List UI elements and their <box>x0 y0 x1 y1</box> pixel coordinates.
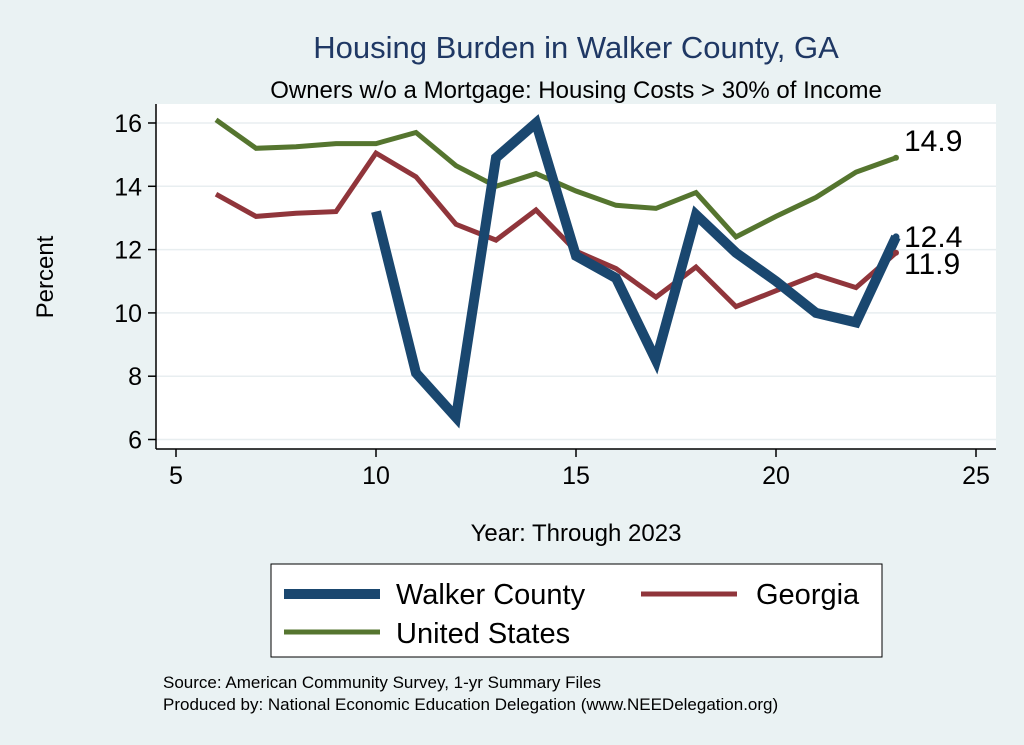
end-label-united-states: 14.9 <box>904 125 962 158</box>
y-axis-title: Percent <box>32 235 59 318</box>
series-lines <box>214 114 901 429</box>
end-label-walker-county: 12.4 <box>904 221 962 254</box>
x-tick-label-5: 5 <box>169 462 183 490</box>
y-tick-label-16: 16 <box>114 110 142 138</box>
chart-title: Housing Burden in Walker County, GA <box>313 30 839 65</box>
end-labels: 12.411.9 14.9 <box>904 125 962 281</box>
x-tick-label-20: 20 <box>762 462 790 490</box>
legend: Walker County Georgia United States <box>270 563 883 658</box>
x-tick-label-15: 15 <box>562 462 590 490</box>
legend-label-georgia: Georgia <box>756 579 860 611</box>
source-note: Source: American Community Survey, 1-yr … <box>163 673 601 692</box>
axes: 6 8 10 12 14 16 5 10 15 20 25 <box>114 104 996 490</box>
end-point-walker-county <box>892 233 900 241</box>
series-line-walker-county <box>371 114 901 429</box>
legend-label-walker-county: Walker County <box>396 579 586 611</box>
y-tick-label-6: 6 <box>128 427 142 455</box>
plot-area <box>156 104 996 449</box>
legend-box <box>270 563 883 658</box>
x-axis-title: Year: Through 2023 <box>471 520 682 547</box>
end-point-georgia <box>893 249 899 256</box>
y-tick-label-14: 14 <box>114 173 142 201</box>
y-tick-label-10: 10 <box>114 300 142 328</box>
end-label-georgia: 11.9 <box>904 248 960 281</box>
x-tick-label-10: 10 <box>362 462 390 490</box>
chart-subtitle: Owners w/o a Mortgage: Housing Costs > 3… <box>270 77 882 104</box>
legend-label-united-states: United States <box>396 618 570 650</box>
x-tick-label-25: 25 <box>962 462 990 490</box>
y-tick-label-8: 8 <box>128 363 142 391</box>
end-point-united-states <box>893 154 899 161</box>
y-tick-label-12: 12 <box>114 237 142 265</box>
producer-note: Produced by: National Economic Education… <box>163 695 778 714</box>
